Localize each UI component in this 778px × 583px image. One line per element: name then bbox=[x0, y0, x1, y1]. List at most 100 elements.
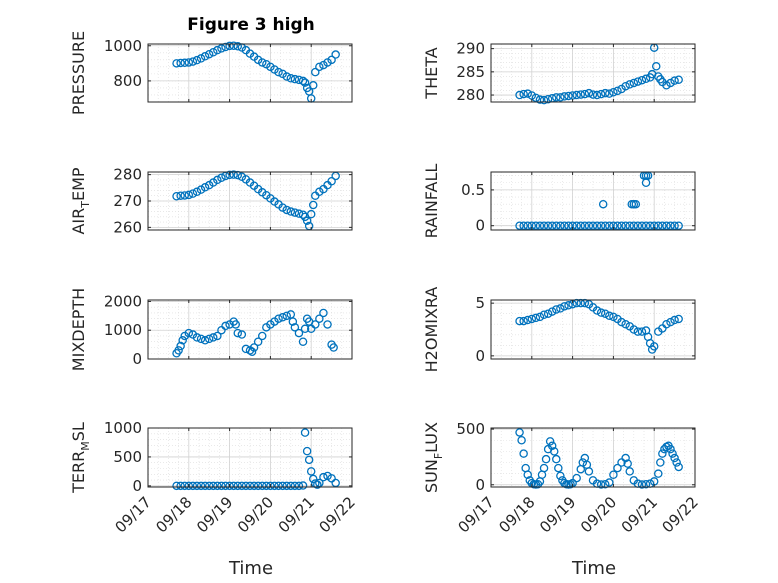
y-tick-label: 500 bbox=[456, 420, 485, 438]
data-point bbox=[662, 221, 671, 230]
data-point bbox=[319, 308, 328, 318]
data-point bbox=[666, 444, 675, 454]
data-point bbox=[172, 59, 181, 68]
data-point bbox=[294, 481, 304, 491]
y-axis-label: THETA bbox=[422, 47, 441, 99]
y-axis-label: AIRTEMP bbox=[69, 167, 92, 234]
data-point bbox=[674, 75, 683, 84]
data-point bbox=[241, 481, 251, 491]
data-point bbox=[282, 72, 291, 81]
data-point bbox=[658, 221, 667, 230]
data-point bbox=[184, 190, 194, 200]
data-point bbox=[645, 221, 655, 230]
data-point bbox=[547, 221, 557, 230]
data-point bbox=[674, 221, 683, 230]
y-tick-label: 260 bbox=[113, 218, 142, 236]
y-axis-label-tail: SL bbox=[69, 422, 88, 441]
y-axis-label-subscript: F bbox=[432, 453, 445, 459]
data-point bbox=[600, 221, 610, 230]
data-point bbox=[304, 455, 314, 465]
data-point bbox=[184, 328, 194, 338]
data-point bbox=[531, 221, 541, 230]
data-point bbox=[564, 301, 573, 310]
data-point bbox=[598, 199, 608, 209]
x-axis-label-left: Time bbox=[228, 558, 273, 579]
data-point bbox=[552, 93, 561, 102]
data-point bbox=[515, 316, 524, 326]
data-point bbox=[204, 481, 214, 491]
data-point bbox=[311, 320, 320, 329]
data-point bbox=[666, 317, 675, 327]
data-point bbox=[592, 306, 602, 315]
data-point bbox=[560, 302, 569, 311]
data-point bbox=[547, 441, 557, 451]
data-point bbox=[629, 325, 639, 334]
data-point bbox=[580, 89, 590, 99]
data-point bbox=[192, 187, 202, 197]
data-point bbox=[237, 330, 247, 339]
data-point bbox=[209, 333, 218, 342]
data-point bbox=[308, 81, 318, 90]
data-point bbox=[176, 58, 185, 68]
data-point bbox=[192, 481, 202, 491]
y-tick-label: 500 bbox=[113, 448, 142, 466]
data-point bbox=[196, 481, 206, 491]
data-point bbox=[523, 315, 532, 325]
data-point bbox=[286, 481, 296, 491]
data-point bbox=[621, 221, 630, 230]
data-point bbox=[668, 449, 677, 458]
data-point bbox=[519, 221, 528, 230]
y-axis-label-main: THETA bbox=[422, 47, 441, 99]
data-point bbox=[306, 209, 316, 219]
y-tick-label: 290 bbox=[456, 40, 485, 58]
data-point bbox=[172, 192, 181, 201]
data-point bbox=[249, 343, 259, 352]
axes-box bbox=[490, 427, 696, 488]
data-point bbox=[209, 481, 218, 491]
data-point bbox=[327, 176, 336, 186]
subplot-5: 0 1000 2000 MIXDEPTH bbox=[69, 288, 353, 371]
data-point bbox=[247, 347, 257, 357]
data-point bbox=[535, 95, 545, 104]
y-axis-label-subscript: M bbox=[79, 441, 92, 451]
data-point bbox=[323, 320, 332, 329]
y-tick-label: 270 bbox=[113, 192, 142, 210]
data-point bbox=[543, 309, 553, 318]
data-point bbox=[666, 221, 675, 230]
y-axis-label: RAINFALL bbox=[422, 164, 441, 239]
data-point bbox=[282, 311, 291, 321]
y-axis-label-main: SUN bbox=[422, 459, 441, 493]
data-point bbox=[576, 90, 586, 99]
data-point bbox=[298, 337, 308, 346]
data-point bbox=[200, 481, 210, 491]
data-point bbox=[278, 313, 287, 322]
data-point bbox=[315, 62, 324, 72]
y-axis-label: SUNFLUX bbox=[422, 422, 445, 493]
data-point bbox=[617, 221, 626, 230]
data-point bbox=[631, 199, 641, 209]
y-axis-label: MIXDEPTH bbox=[69, 288, 88, 371]
data-point bbox=[572, 221, 581, 230]
y-tick-label: 0 bbox=[475, 347, 485, 365]
data-point bbox=[274, 481, 283, 491]
y-axis-label-subscript: T bbox=[79, 201, 92, 209]
data-point bbox=[609, 88, 618, 97]
data-point bbox=[609, 312, 618, 322]
data-point bbox=[613, 86, 622, 96]
data-point bbox=[600, 479, 610, 489]
data-point bbox=[554, 463, 563, 473]
data-point bbox=[523, 221, 532, 230]
figure-title: Figure 3 high bbox=[187, 15, 315, 35]
data-point bbox=[625, 80, 634, 89]
data-point bbox=[196, 334, 206, 344]
y-axis-label: H2OMIXRA bbox=[422, 287, 441, 373]
data-point bbox=[331, 50, 340, 59]
y-axis-label-main: RAINFALL bbox=[422, 164, 441, 239]
data-point bbox=[196, 185, 206, 194]
data-point bbox=[323, 471, 332, 481]
data-point bbox=[637, 327, 647, 336]
x-axis-label-right: Time bbox=[571, 558, 616, 579]
subplot-2: 280 285 290 THETA bbox=[422, 40, 696, 105]
data-point bbox=[253, 481, 263, 491]
